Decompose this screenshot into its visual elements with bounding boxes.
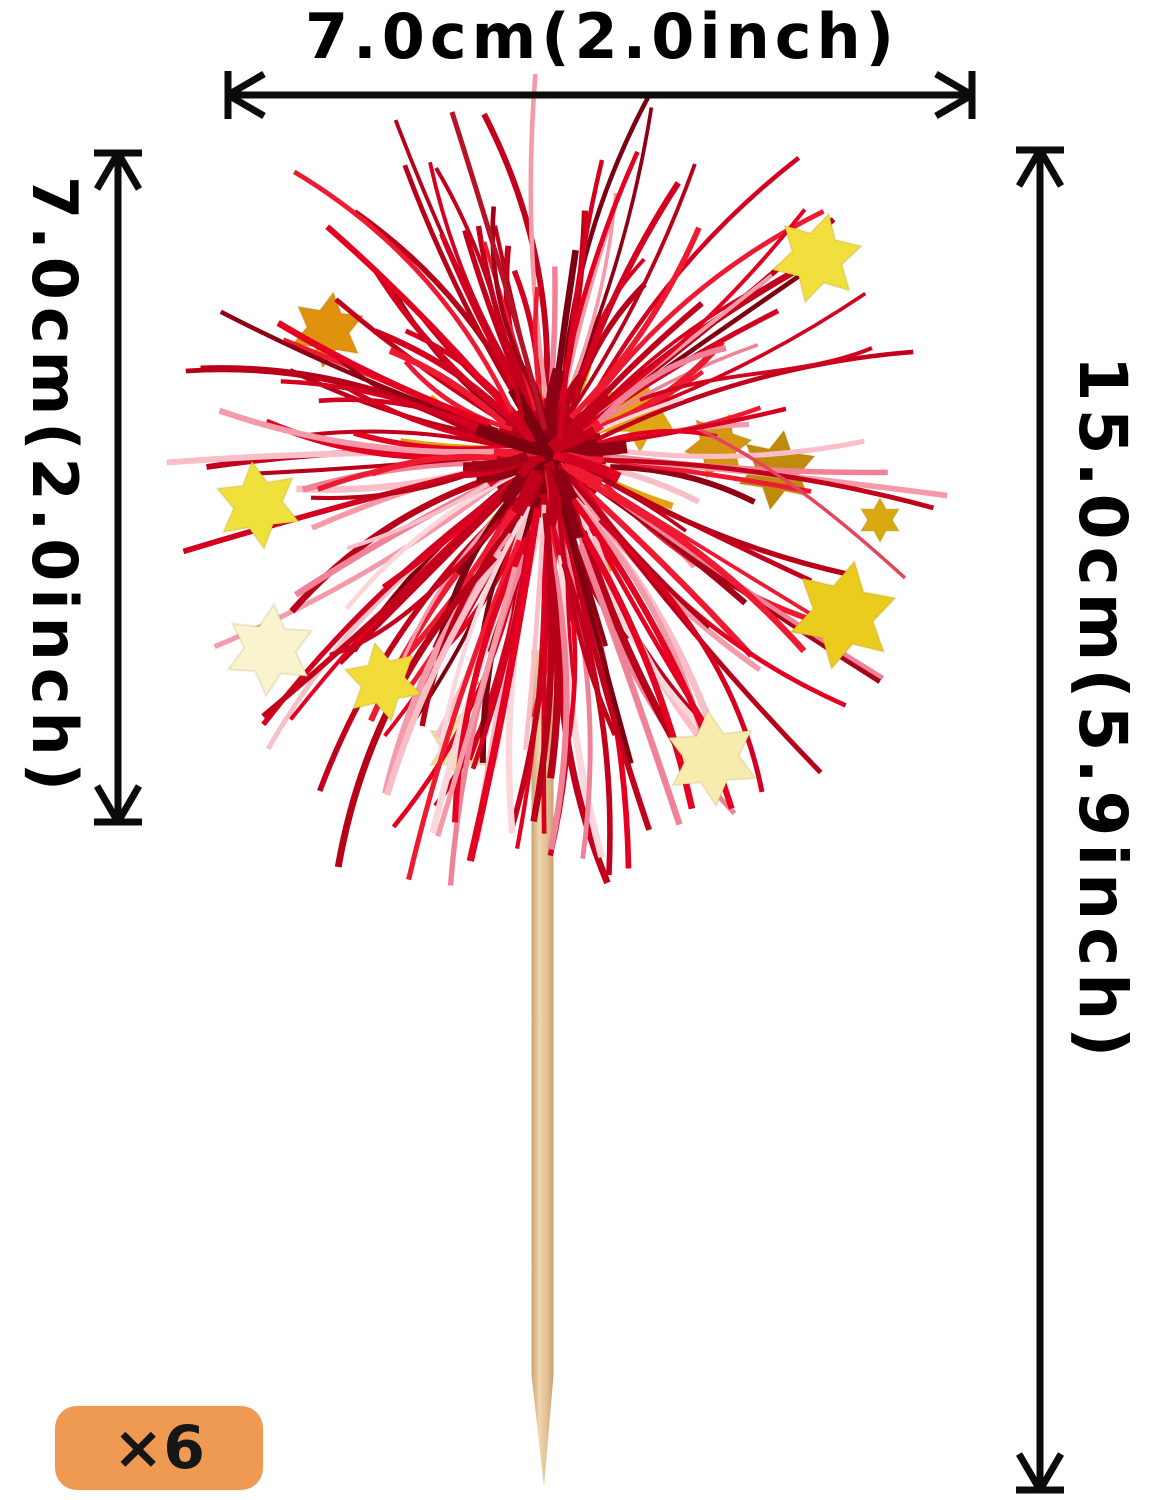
- top-dimension-label: 7.0cm(2.0inch): [305, 0, 899, 73]
- dimension-arrows: [93, 70, 1065, 1494]
- left-dimension-label: 7.0cm(2.0inch): [18, 176, 91, 798]
- tinsel-pompom: [166, 73, 948, 886]
- quantity-badge-label: ×6: [112, 1413, 206, 1483]
- gold-stars-front: [215, 211, 898, 808]
- quantity-badge: ×6: [55, 1406, 263, 1490]
- right-dimension-label: 15.0cm(5.9inch): [1064, 355, 1141, 1065]
